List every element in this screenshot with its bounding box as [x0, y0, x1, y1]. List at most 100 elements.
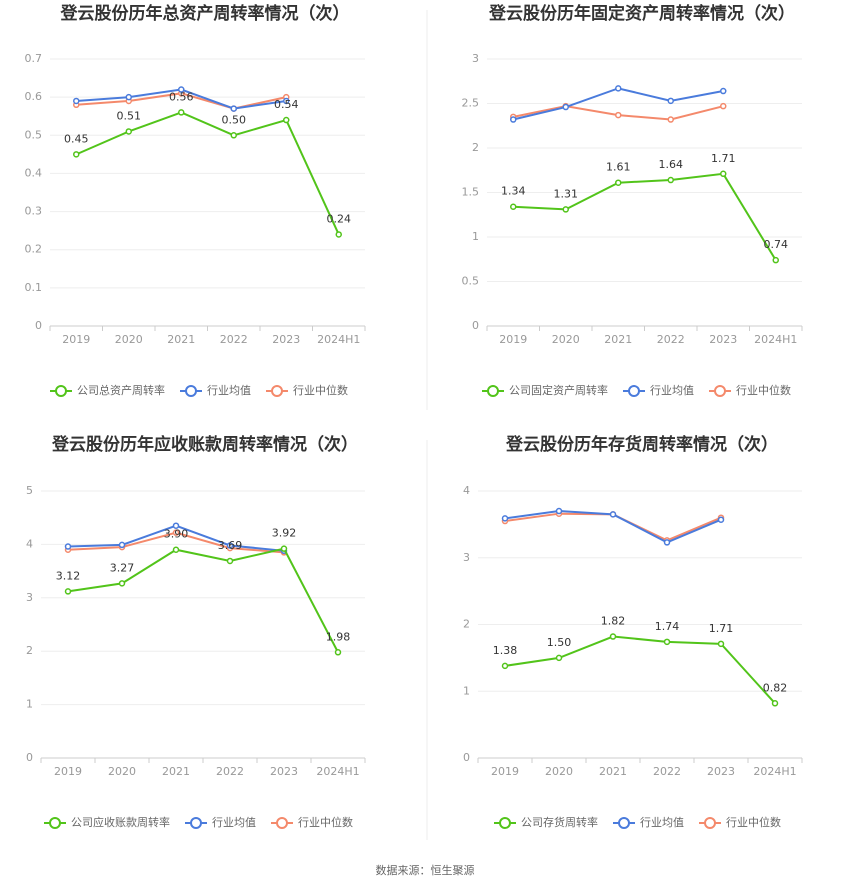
y-tick-label: 3	[463, 551, 470, 564]
legend-label: 行业均值	[212, 816, 256, 829]
point	[562, 103, 569, 111]
legend-label: 行业均值	[207, 384, 251, 397]
x-tick-label: 2024H1	[753, 765, 796, 778]
point	[64, 588, 72, 595]
point	[172, 546, 180, 553]
series-line	[504, 512, 722, 542]
series-line	[67, 547, 339, 653]
y-tick-label: 0.5	[462, 275, 480, 288]
data-label: 3.69	[218, 539, 243, 552]
point	[64, 543, 72, 550]
y-tick-label: 2	[472, 141, 479, 154]
y-tick-label: 2	[26, 644, 33, 657]
legend-marker	[704, 817, 716, 829]
point	[609, 511, 617, 518]
point	[226, 557, 234, 565]
point	[280, 545, 288, 552]
point	[720, 102, 727, 110]
point	[178, 109, 185, 116]
point	[230, 132, 237, 139]
point	[125, 93, 132, 101]
legend-marker	[618, 817, 630, 829]
x-tick-label: 2023	[707, 765, 735, 778]
y-tick-label: 0.4	[25, 166, 43, 179]
legend-label: 公司应收账款周转率	[71, 815, 170, 829]
y-tick-label: 1	[26, 698, 33, 711]
x-tick-label: 2024H1	[754, 333, 797, 346]
legend-label: 行业中位数	[726, 815, 781, 829]
data-label: 3.12	[56, 569, 81, 582]
legend-label: 行业中位数	[293, 383, 348, 397]
point	[772, 256, 779, 264]
point	[720, 170, 727, 178]
legend-marker	[49, 817, 61, 829]
x-tick-label: 2020	[115, 333, 143, 346]
data-label: 0.82	[763, 681, 788, 694]
data-label: 0.74	[764, 238, 789, 251]
point	[663, 638, 671, 646]
y-tick-label: 3	[26, 591, 33, 604]
y-tick-label: 0.6	[25, 90, 43, 103]
legend-label: 行业均值	[650, 384, 694, 397]
chart-title: 登云股份历年固定资产周转率情况（次）	[488, 3, 795, 24]
chart-title: 登云股份历年总资产周转率情况（次）	[60, 3, 350, 24]
data-label: 1.61	[606, 161, 631, 174]
x-tick-label: 2023	[709, 333, 737, 346]
legend-marker	[271, 385, 283, 397]
point	[172, 529, 180, 536]
legend-marker	[628, 385, 640, 397]
point	[555, 654, 563, 662]
point	[667, 176, 674, 184]
data-label: 1.74	[655, 620, 680, 633]
point	[615, 179, 622, 186]
legend-label: 行业均值	[640, 816, 684, 829]
point	[555, 507, 563, 515]
y-tick-label: 0.3	[25, 205, 43, 218]
series-line	[513, 172, 777, 261]
y-tick-label: 2	[463, 618, 470, 631]
y-tick-label: 1	[463, 684, 470, 697]
point	[501, 662, 509, 670]
legend-marker	[714, 385, 726, 397]
series-line	[504, 635, 776, 704]
legend-marker	[185, 385, 197, 397]
point	[615, 111, 622, 119]
data-label: 0.51	[117, 109, 142, 122]
point	[717, 516, 725, 523]
y-tick-label: 0.2	[25, 243, 43, 256]
point	[335, 231, 342, 238]
legend-label: 公司总资产周转率	[77, 383, 165, 397]
x-tick-label: 2021	[599, 765, 627, 778]
point	[334, 649, 342, 656]
point	[717, 640, 725, 648]
data-label: 0.54	[274, 98, 299, 111]
point	[663, 539, 671, 546]
x-tick-label: 2022	[653, 765, 681, 778]
source: 数据来源：恒生聚源	[376, 863, 475, 877]
y-tick-label: 2.5	[462, 97, 480, 110]
point	[226, 542, 234, 549]
point	[73, 151, 80, 158]
point	[283, 97, 290, 105]
x-tick-label: 2021	[604, 333, 632, 346]
point	[230, 105, 237, 112]
legend-label: 公司固定资产周转率	[509, 383, 608, 397]
y-tick-label: 1	[472, 230, 479, 243]
x-tick-label: 2023	[272, 333, 300, 346]
data-label: 3.92	[272, 527, 297, 540]
data-label: 0.56	[169, 90, 194, 103]
point	[283, 116, 290, 124]
legend-label: 公司存货周转率	[521, 815, 598, 829]
y-tick-label: 4	[26, 537, 33, 550]
x-tick-label: 2022	[216, 765, 244, 778]
chart-title: 登云股份历年应收账款周转率情况（次）	[51, 434, 358, 455]
y-tick-label: 3	[472, 52, 479, 65]
x-tick-label: 2020	[545, 765, 573, 778]
x-tick-label: 2024H1	[316, 765, 359, 778]
x-tick-label: 2021	[167, 333, 195, 346]
point	[667, 97, 674, 105]
y-tick-label: 5	[26, 484, 33, 497]
x-tick-label: 2022	[220, 333, 248, 346]
point	[562, 206, 569, 213]
x-tick-label: 2021	[162, 765, 190, 778]
